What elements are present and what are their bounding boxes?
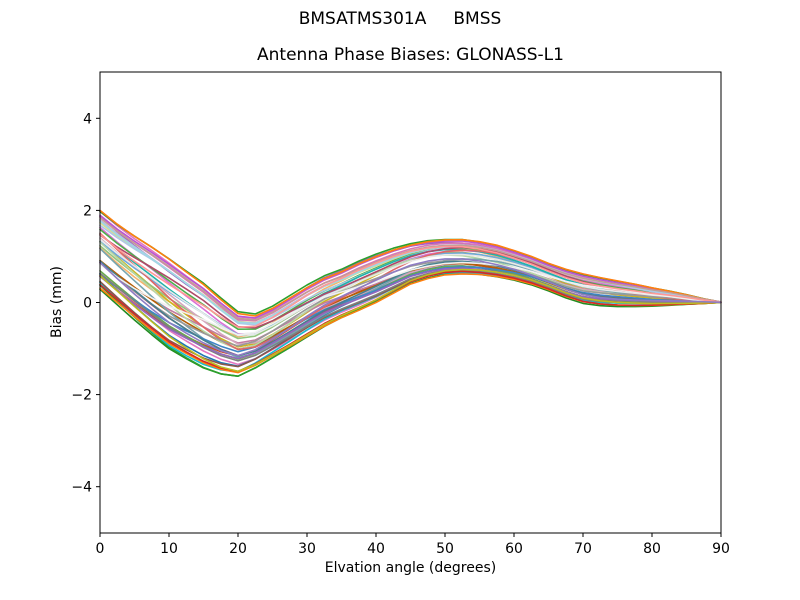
series-line bbox=[99, 233, 722, 328]
x-tick-label: 10 bbox=[160, 541, 178, 557]
series-line bbox=[99, 268, 722, 373]
x-tick-label: 90 bbox=[712, 541, 730, 557]
series-line bbox=[99, 260, 722, 347]
x-tick-label: 0 bbox=[96, 541, 105, 557]
series-line bbox=[99, 238, 722, 337]
x-tick-label: 20 bbox=[229, 541, 247, 557]
axes-title: Antenna Phase Biases: GLONASS-L1 bbox=[257, 45, 564, 65]
y-tick-label: 0 bbox=[83, 296, 92, 312]
figure-suptitle: BMSATMS301A BMSS bbox=[298, 9, 502, 29]
y-tick-label: 2 bbox=[83, 203, 92, 219]
x-tick-label: 70 bbox=[574, 541, 592, 557]
x-axis-label: Elvation angle (degrees) bbox=[324, 560, 497, 576]
series-line bbox=[99, 209, 722, 317]
x-tick-label: 50 bbox=[436, 541, 454, 557]
x-tick-label: 60 bbox=[505, 541, 523, 557]
series-line bbox=[99, 261, 722, 336]
y-tick-label: −2 bbox=[71, 388, 92, 404]
series-line bbox=[99, 258, 722, 357]
y-tick-label: −4 bbox=[71, 480, 92, 496]
y-axis-label: Bias (mm) bbox=[49, 265, 65, 339]
x-tick-label: 30 bbox=[298, 541, 316, 557]
x-tick-label: 40 bbox=[367, 541, 385, 557]
y-tick-label: 4 bbox=[83, 111, 92, 127]
x-tick-label: 80 bbox=[643, 541, 661, 557]
series-line bbox=[99, 214, 722, 319]
